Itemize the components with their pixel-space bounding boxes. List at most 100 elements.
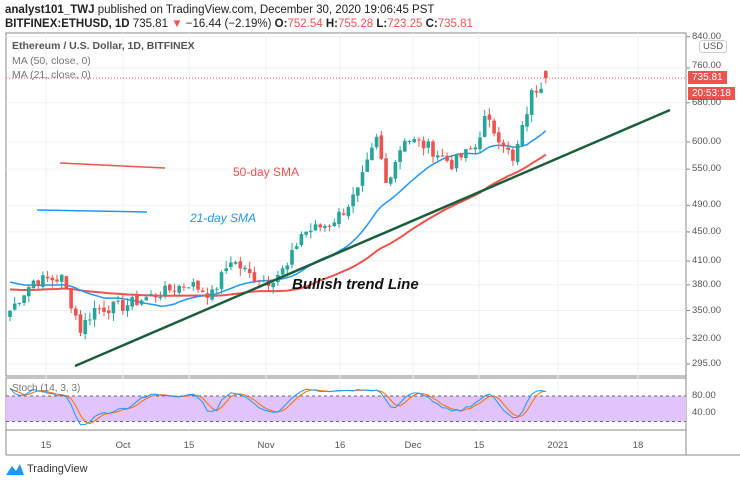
candle-body xyxy=(205,293,210,298)
last-price-tag: 735.81 xyxy=(688,71,727,84)
candle-body xyxy=(121,299,125,311)
currency-button[interactable]: USD xyxy=(699,40,728,53)
candle-body xyxy=(388,177,393,184)
candle-body xyxy=(69,288,73,309)
candle-body xyxy=(257,280,261,282)
stoch-tick: 80.00 xyxy=(692,390,716,401)
candle-body xyxy=(459,153,463,158)
candle-body xyxy=(421,140,426,149)
candle-body xyxy=(116,300,120,302)
candle-body xyxy=(497,132,501,143)
candle-body xyxy=(262,279,266,281)
ohlc-line: BITFINEX:ETHUSD, 1D 735.81 ▼ −16.44 (−2.… xyxy=(5,18,473,30)
candle-body xyxy=(473,147,478,150)
candle-body xyxy=(313,224,318,231)
candle-body xyxy=(435,155,440,158)
price-tick: 490.00 xyxy=(692,199,722,211)
price-tick: 600.00 xyxy=(692,135,722,147)
author: analyst101_TWJ xyxy=(5,4,95,16)
candle-body xyxy=(238,261,243,269)
candle-body xyxy=(426,141,431,148)
candle-body xyxy=(83,319,87,335)
candle-body xyxy=(412,139,416,143)
stoch-band xyxy=(6,396,686,422)
candle-body xyxy=(55,279,59,282)
candle-body xyxy=(440,155,445,157)
candle-body xyxy=(130,297,134,307)
candle-body xyxy=(487,114,492,120)
candle-body xyxy=(534,90,539,93)
candle-body xyxy=(529,90,534,115)
stoch-tick: 40.00 xyxy=(692,407,716,418)
high: 755.28 xyxy=(337,18,374,30)
candle-body xyxy=(365,159,369,172)
candle-body xyxy=(102,307,106,312)
date-tick: 15 xyxy=(40,440,52,451)
candle-body xyxy=(17,302,22,304)
candle-body xyxy=(271,282,275,288)
candle-body xyxy=(186,287,191,289)
candle-body xyxy=(417,139,421,141)
candle-body xyxy=(285,265,290,270)
candle-body xyxy=(139,300,144,305)
date-tick: 18 xyxy=(632,440,644,451)
candle-body xyxy=(215,288,219,290)
legend-ma21: MA (21, close, 0) xyxy=(12,69,91,81)
candle-body xyxy=(92,308,97,320)
price-pane-border xyxy=(5,32,687,377)
publish-info: analyst101_TWJ published on TradingView.… xyxy=(5,4,434,16)
candle-body xyxy=(196,280,200,290)
candle-body xyxy=(50,277,55,281)
candle-body xyxy=(511,149,515,161)
candle-body xyxy=(27,287,31,297)
candle-body xyxy=(403,140,407,152)
candle-body xyxy=(398,150,402,162)
candle-body xyxy=(163,285,167,296)
candle-body xyxy=(88,319,92,321)
change: −16.44 (−2.19%) xyxy=(185,18,272,30)
ma50-line xyxy=(9,153,547,297)
price-tick: 350.00 xyxy=(692,304,722,316)
date-tick: 16 xyxy=(334,440,346,451)
candle-body xyxy=(294,246,299,249)
candle-body xyxy=(111,301,116,314)
close: 735.81 xyxy=(437,18,473,30)
legend-title: Ethereum / U.S. Dollar, 1D, BITFINEX xyxy=(12,40,195,52)
candle-body xyxy=(158,297,163,299)
candle-body xyxy=(544,71,548,79)
brand-text: TradingView xyxy=(27,463,88,475)
sma50-legend-line xyxy=(59,162,166,169)
candle-body xyxy=(290,250,294,265)
candle-body xyxy=(407,140,412,143)
candle-body xyxy=(59,274,64,282)
tradingview-logo[interactable]: TradingView xyxy=(6,463,88,475)
candle-body xyxy=(74,308,78,316)
date-tick: Oct xyxy=(115,440,131,451)
candle-body xyxy=(468,148,473,150)
candle-body xyxy=(210,289,214,300)
candle-body xyxy=(144,297,149,301)
candle-body xyxy=(233,262,238,264)
candle-body xyxy=(520,125,525,146)
candle-body xyxy=(393,161,398,179)
candle-body xyxy=(243,267,247,270)
candle-body xyxy=(224,268,228,271)
candle-body xyxy=(106,310,111,314)
stoch-k-line xyxy=(9,387,546,426)
price-tick: 380.00 xyxy=(692,278,722,290)
candle-body xyxy=(454,154,459,169)
candle-body xyxy=(341,213,346,215)
date-tick: 15 xyxy=(183,440,195,451)
trend-annotation: Bullish trend Line xyxy=(292,276,419,293)
candle-body xyxy=(229,262,233,267)
candle-body xyxy=(515,143,520,163)
bullish-trend-line xyxy=(74,108,671,368)
candle-body xyxy=(125,305,130,312)
date-tick: Nov xyxy=(257,440,275,451)
candle-body xyxy=(41,275,45,287)
sma21-annotation: 21-day SMA xyxy=(190,211,257,225)
symbol: BITFINEX:ETHUSD, 1D xyxy=(5,18,130,30)
candle-body xyxy=(304,231,308,235)
candle-body xyxy=(64,276,69,289)
